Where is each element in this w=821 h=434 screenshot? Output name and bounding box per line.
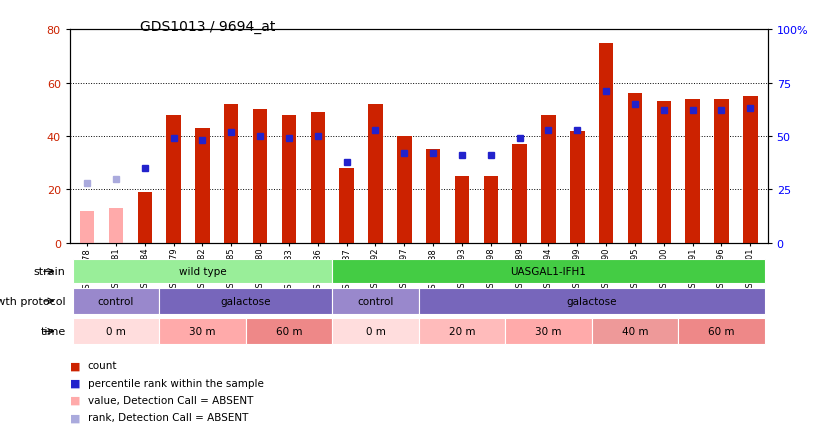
Bar [657, 102, 671, 243]
Bar [512, 145, 527, 243]
Text: 30 m: 30 m [535, 327, 562, 336]
Text: control: control [98, 296, 134, 306]
Text: UASGAL1-IFH1: UASGAL1-IFH1 [511, 267, 586, 276]
Bar [570, 132, 585, 243]
Bar [333, 288, 419, 314]
Bar [339, 169, 354, 243]
Text: percentile rank within the sample: percentile rank within the sample [88, 378, 264, 388]
Bar [80, 211, 94, 243]
Text: rank, Detection Call = ABSENT: rank, Detection Call = ABSENT [88, 413, 248, 422]
Bar [138, 193, 152, 243]
Text: strain: strain [34, 267, 66, 276]
Text: control: control [357, 296, 393, 306]
Text: 40 m: 40 m [621, 327, 649, 336]
Bar [282, 115, 296, 243]
Text: wild type: wild type [179, 267, 227, 276]
Bar [419, 319, 505, 345]
Bar [333, 260, 764, 284]
Bar [167, 115, 181, 243]
Text: growth protocol: growth protocol [0, 296, 66, 306]
Bar [253, 110, 268, 243]
Bar [541, 115, 556, 243]
Text: ■: ■ [70, 361, 80, 370]
Bar [714, 99, 729, 243]
Bar [455, 177, 469, 243]
Text: 60 m: 60 m [276, 327, 302, 336]
Bar [743, 97, 758, 243]
Bar [686, 99, 699, 243]
Text: 60 m: 60 m [709, 327, 735, 336]
Bar [108, 208, 123, 243]
Text: ■: ■ [70, 395, 80, 405]
Bar [599, 44, 613, 243]
Bar [678, 319, 764, 345]
Bar [426, 150, 440, 243]
Bar [397, 137, 411, 243]
Bar [224, 105, 238, 243]
Bar [73, 319, 159, 345]
Bar [419, 288, 764, 314]
Bar [369, 105, 383, 243]
Text: 0 m: 0 m [365, 327, 385, 336]
Bar [195, 129, 209, 243]
Text: value, Detection Call = ABSENT: value, Detection Call = ABSENT [88, 395, 253, 405]
Bar [159, 288, 333, 314]
Bar [73, 288, 159, 314]
Bar [484, 177, 498, 243]
Bar [505, 319, 592, 345]
Text: galactose: galactose [566, 296, 617, 306]
Text: 0 m: 0 m [106, 327, 126, 336]
Bar [310, 113, 325, 243]
Bar [73, 260, 333, 284]
Text: galactose: galactose [221, 296, 271, 306]
Bar [333, 319, 419, 345]
Text: 20 m: 20 m [449, 327, 475, 336]
Bar [159, 319, 245, 345]
Text: ■: ■ [70, 378, 80, 388]
Bar [245, 319, 333, 345]
Text: time: time [40, 327, 66, 336]
Text: count: count [88, 361, 117, 370]
Text: 30 m: 30 m [189, 327, 216, 336]
Text: ■: ■ [70, 413, 80, 422]
Bar [628, 94, 642, 243]
Bar [592, 319, 678, 345]
Text: GDS1013 / 9694_at: GDS1013 / 9694_at [140, 20, 275, 33]
